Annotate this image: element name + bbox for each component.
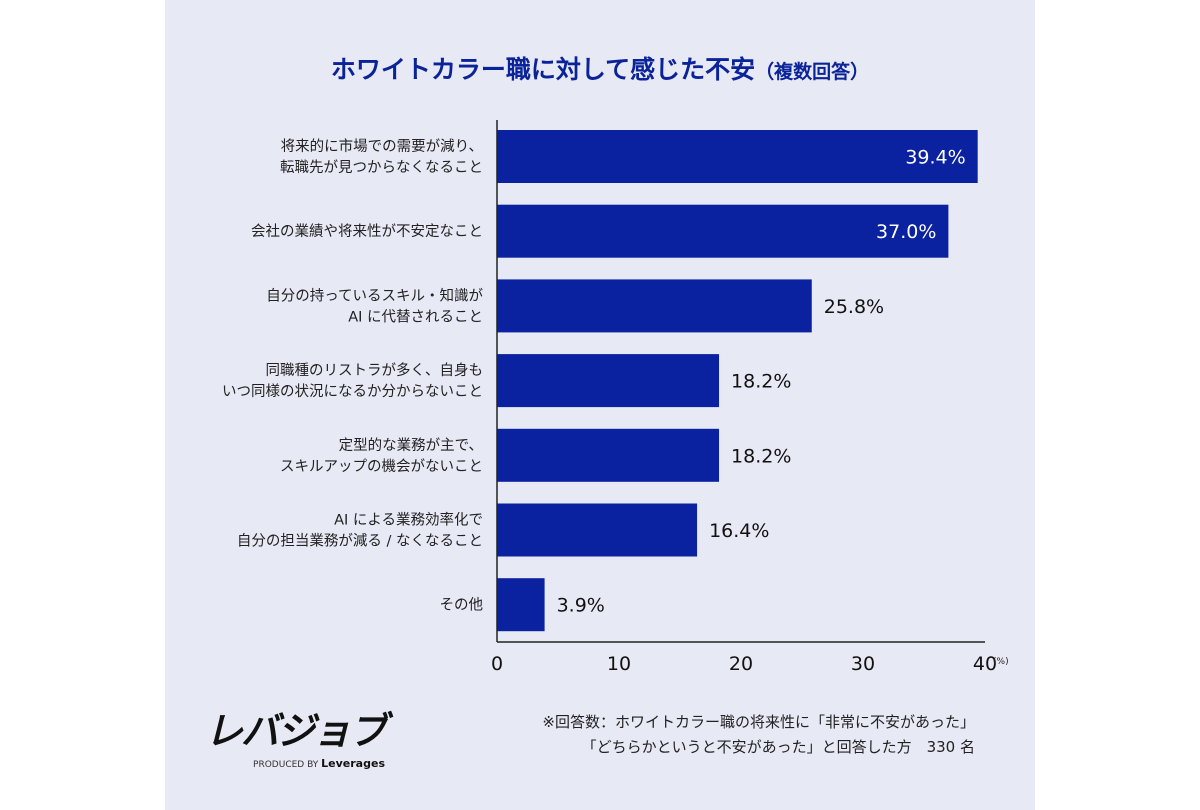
data-label: 39.4% <box>905 147 965 169</box>
category-label: 定型的な業務が主で、 <box>339 437 483 454</box>
logo-mark: レバジョブ <box>205 709 387 753</box>
brand-name: Leverages <box>321 757 385 770</box>
title-text: ホワイトカラー職に対して感じた不安 <box>330 55 756 84</box>
logo: レバジョブ PRODUCED BY Leverages <box>205 700 387 770</box>
x-tick-label: 40 <box>973 653 997 675</box>
bar <box>497 503 698 557</box>
category-label: 会社の業績や将来性が不安定なこと <box>251 223 483 240</box>
data-label: 37.0% <box>876 221 936 243</box>
x-tick-label: 30 <box>851 653 875 675</box>
category-label: AI に代替されること <box>348 308 483 325</box>
data-label: 16.4% <box>709 520 769 542</box>
bar <box>497 578 545 632</box>
x-tick-label: 20 <box>729 653 753 675</box>
x-unit-label: (%) <box>993 657 1009 667</box>
category-label: 転職先が見つからなくなること <box>280 159 483 176</box>
bar <box>497 354 720 408</box>
category-label: AI による業務効率化で <box>334 512 483 529</box>
x-tick-label: 10 <box>607 653 631 675</box>
data-label: 18.2% <box>731 371 791 393</box>
footnote-line-2: 「どちらかというと不安があった」と回答した方 330 名 <box>581 738 975 756</box>
chart-title: ホワイトカラー職に対して感じた不安（複数回答） <box>0 50 1200 86</box>
bar <box>497 279 812 333</box>
produced-by: PRODUCED BY Leverages <box>205 757 385 770</box>
category-label: 将来的に市場での需要が減り、 <box>281 138 483 155</box>
data-label: 3.9% <box>557 595 605 617</box>
category-label: 自分の持っているスキル・知識が <box>266 287 483 304</box>
produced-by-text: PRODUCED BY <box>253 760 319 770</box>
category-label: 同職種のリストラが多く、自身も <box>266 362 484 379</box>
bar <box>497 130 978 183</box>
footnote-line-1: ※回答数：ホワイトカラー職の将来性に「非常に不安があった」 <box>542 713 975 731</box>
title-subtitle: （複数回答） <box>755 61 870 83</box>
bar <box>497 204 949 258</box>
category-label: 自分の担当業務が減る / なくなること <box>237 533 483 550</box>
footnote: ※回答数：ホワイトカラー職の将来性に「非常に不安があった」 「どちらかというと不… <box>542 710 975 760</box>
data-label: 25.8% <box>824 296 884 318</box>
category-label: スキルアップの機会がないこと <box>280 458 483 475</box>
data-label: 18.2% <box>731 445 791 467</box>
category-label: その他 <box>440 597 484 614</box>
bar <box>497 428 720 482</box>
category-label: いつ同様の状況になるか分からないこと <box>222 383 483 400</box>
x-tick-label: 0 <box>491 653 503 675</box>
